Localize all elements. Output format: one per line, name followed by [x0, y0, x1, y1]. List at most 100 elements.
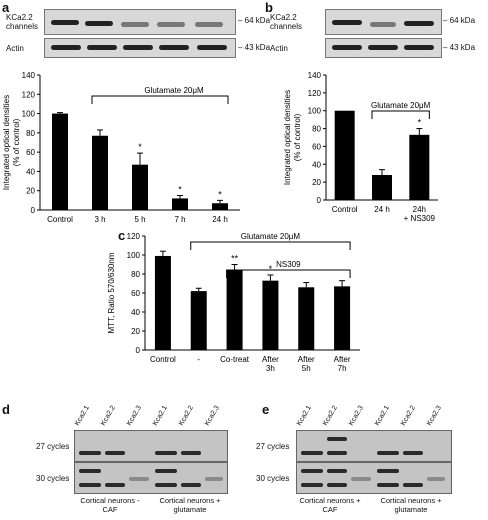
gel-lane-label: Kca2.2 — [321, 404, 339, 427]
kda-43-a: – 43 kDa — [238, 43, 271, 52]
y-axis-label: (% of control) — [293, 113, 302, 161]
gel-row-label-30-e: 30 cycles — [256, 474, 290, 483]
x-tick-label: After — [334, 355, 351, 364]
bar-c — [190, 291, 207, 350]
x-tick-label: Control — [47, 215, 73, 224]
significance-marker: * — [418, 118, 422, 128]
gel-d-27 — [74, 430, 228, 462]
bracket-label: Glutamate 20μM — [241, 232, 301, 241]
bracket-label: NS309 — [276, 260, 301, 269]
significance-marker: ** — [231, 254, 239, 264]
x-tick-label: + NS309 — [404, 214, 436, 223]
y-tick-label: 120 — [22, 90, 36, 99]
bar-c — [298, 287, 315, 350]
x-tick-label: 5h — [302, 364, 311, 373]
x-tick-label: - — [197, 355, 200, 364]
y-tick-label: 140 — [22, 71, 36, 80]
gel-caption-e-2: Cortical neurons + glutamate — [380, 496, 442, 514]
x-tick-label: 7 h — [174, 215, 185, 224]
bar-a — [52, 113, 68, 210]
y-tick-label: 40 — [26, 167, 35, 176]
bar-a — [172, 198, 188, 210]
panel-label-b: b — [265, 0, 273, 15]
y-tick-label: 100 — [22, 110, 36, 119]
significance-marker: * — [269, 264, 273, 274]
gel-caption-d-2: Cortical neurons + glutamate — [159, 496, 221, 514]
x-tick-label: 7h — [338, 364, 347, 373]
y-tick-label: 20 — [26, 187, 35, 196]
bracket-line — [226, 269, 351, 278]
blot-kca-b — [325, 9, 442, 35]
gel-lane-label: Kca2.1 — [73, 404, 91, 427]
y-tick-label: 20 — [131, 327, 140, 336]
y-axis-label: (% of control) — [12, 118, 21, 166]
bar-b — [409, 134, 430, 200]
gel-lane-label: Kca2.2 — [399, 404, 417, 427]
x-tick-label: 24h — [413, 205, 426, 214]
gel-lane-label: Kca2.2 — [99, 404, 117, 427]
gel-row-label-30-d: 30 cycles — [36, 474, 70, 483]
x-tick-label: Control — [332, 205, 358, 214]
gel-lane-label: Kca2.1 — [373, 404, 391, 427]
y-axis-label: Integrated optical densities — [2, 95, 11, 190]
bar-a — [212, 203, 228, 210]
y-tick-label: 100 — [127, 251, 141, 260]
y-tick-label: 120 — [308, 89, 322, 98]
blot-row-label-kca: KCa2.2 channels — [6, 13, 39, 31]
blot-row-label-actin-b: Actin — [270, 44, 288, 53]
gel-lane-label: Kca2.3 — [203, 404, 221, 427]
y-tick-label: 60 — [26, 148, 35, 157]
charts-svg: 0 20 40 60 80 100 120 140 Integrated optical den… — [2, 71, 438, 373]
y-tick-label: 80 — [131, 270, 140, 279]
x-tick-label: Control — [150, 355, 176, 364]
gel-caption-d-1: Cortical neurons - CAF — [80, 496, 140, 514]
panel-label-d: d — [2, 402, 10, 417]
significance-marker: * — [138, 142, 142, 152]
x-tick-label: 24 h — [374, 205, 390, 214]
gel-lane-label: Kca2.1 — [295, 404, 313, 427]
y-tick-label: 0 — [136, 346, 141, 355]
bracket-line — [91, 95, 229, 104]
gel-d-30 — [74, 462, 228, 494]
y-axis-label: MTT, Ratio 570/630nm — [107, 252, 116, 333]
x-tick-label: 24 h — [212, 215, 228, 224]
x-tick-label: 5 h — [134, 215, 145, 224]
gel-lane-label: Kca2.3 — [347, 404, 365, 427]
bar-b — [334, 110, 355, 200]
panel-label-a: a — [2, 0, 10, 15]
x-tick-label: After — [298, 355, 315, 364]
bar-a — [132, 164, 148, 210]
significance-marker: * — [178, 185, 182, 195]
bar-a — [92, 135, 108, 210]
bracket-line — [190, 241, 351, 250]
y-tick-label: 80 — [312, 125, 321, 134]
y-tick-label: 140 — [308, 71, 322, 80]
x-tick-label: Co-treat — [220, 355, 250, 364]
gel-lane-label: Kca2.2 — [177, 404, 195, 427]
kda-43-b: – 43 kDa — [443, 43, 476, 52]
y-tick-label: 60 — [312, 142, 321, 151]
y-tick-label: 0 — [31, 206, 36, 215]
y-tick-label: 80 — [26, 129, 35, 138]
panel-label-e: e — [262, 402, 270, 417]
x-tick-label: After — [262, 355, 279, 364]
x-tick-label: 3h — [266, 364, 275, 373]
y-tick-label: 20 — [312, 178, 321, 187]
bar-c — [262, 280, 279, 350]
y-tick-label: 40 — [312, 160, 321, 169]
gel-lane-label: Kca2.3 — [425, 404, 443, 427]
gel-caption-e-1: Cortical neurons + CAF — [299, 496, 361, 514]
gel-row-label-27-d: 27 cycles — [36, 442, 70, 451]
gel-e-30 — [296, 462, 452, 494]
bracket-label: Glutamate 20μM — [371, 101, 431, 110]
gel-row-label-27-e: 27 cycles — [256, 442, 290, 451]
y-tick-label: 120 — [127, 232, 141, 241]
kda-64-a: – 64 kDa — [238, 16, 271, 25]
bracket-label: Glutamate 20μM — [144, 86, 204, 95]
bracket-line — [371, 110, 430, 119]
gel-lane-label: Kca2.1 — [151, 404, 169, 427]
blot-actin-a — [44, 38, 236, 58]
blot-row-label-kca-b: KCa2.2 channels — [270, 13, 303, 31]
y-tick-label: 60 — [131, 289, 140, 298]
bar-b — [372, 175, 392, 200]
